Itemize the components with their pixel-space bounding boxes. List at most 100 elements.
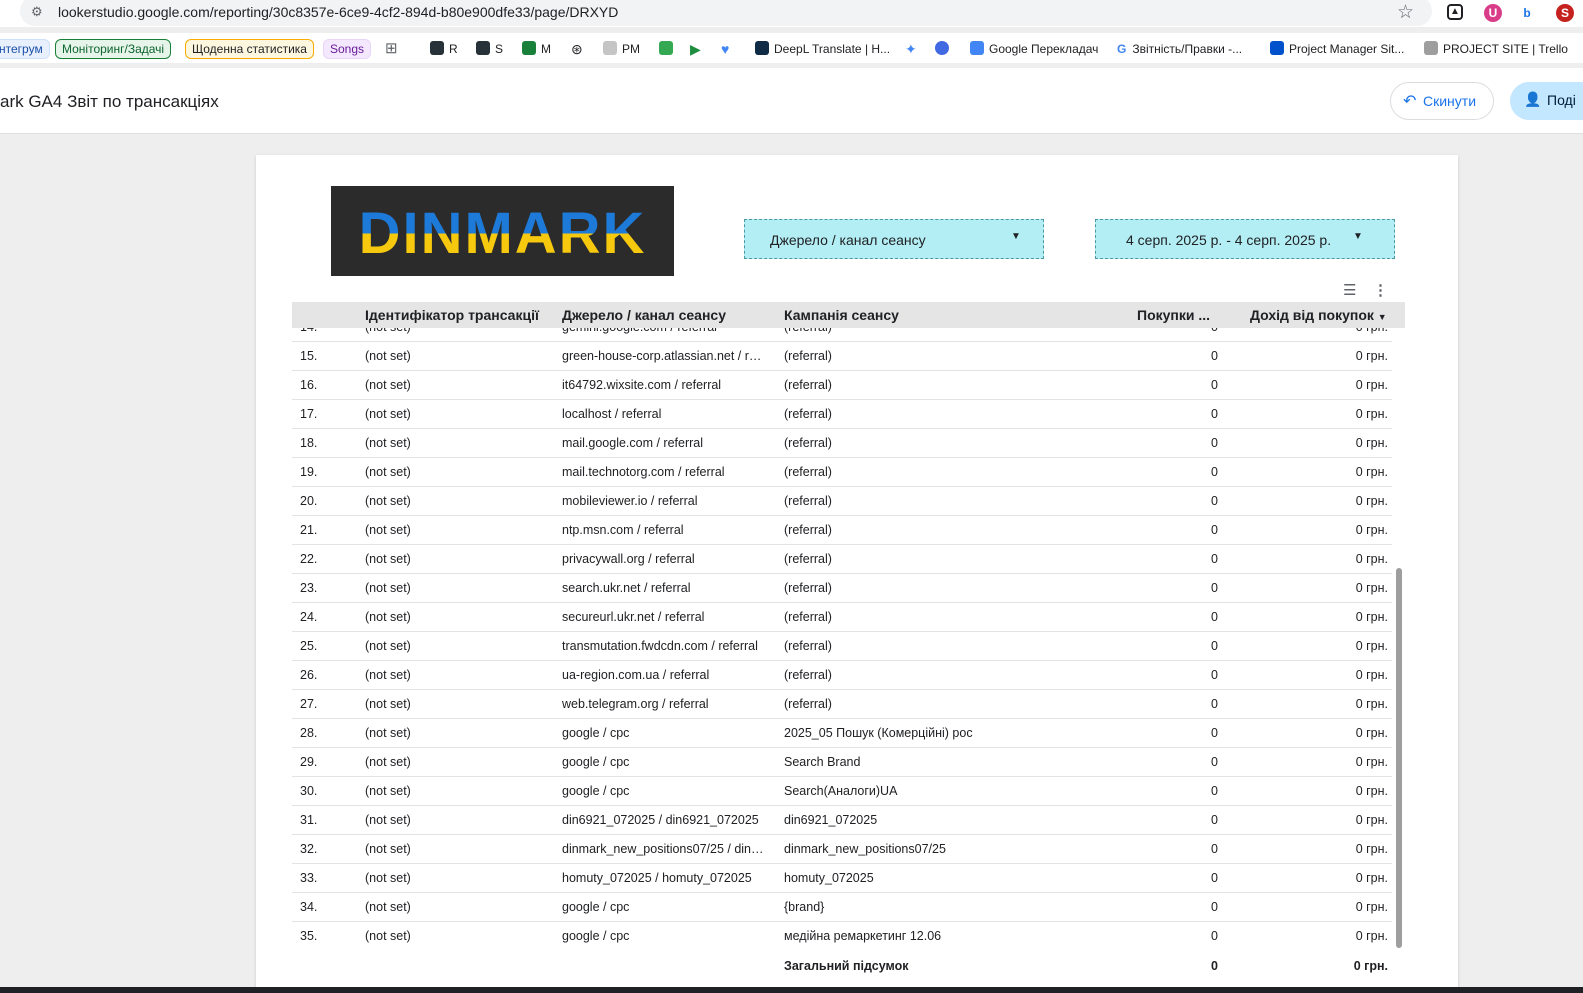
play-bookmark-icon[interactable]: ▶ [690,41,701,57]
table-row[interactable]: 17. (not set) localhost / referral (referra… [292,400,1392,429]
column-header-purchases[interactable]: Покупки ... [1137,307,1211,323]
report-title[interactable]: ark GA4 Звіт по трансакціях [0,92,219,111]
reset-button[interactable]: ↶ Скинути [1390,82,1494,120]
table-row[interactable]: 31. (not set) din6921_072025 / din6921_072… [292,806,1392,835]
row-index: 18. [300,436,318,450]
campaign-cell: медійна ремаркетинг 12.06 [784,929,942,943]
table-row[interactable]: 18. (not set) mail.google.com / referral (r… [292,429,1392,458]
url-text[interactable]: lookerstudio.google.com/reporting/30c835… [58,4,619,20]
bookmark-tag-daily-stats[interactable]: Щоденна статистика [185,39,314,59]
share-button[interactable]: 👤 Поді [1510,82,1583,120]
bookmark-reports[interactable]: G Звітність/Правки -... [1117,39,1242,59]
table-row[interactable]: 29. (not set) google / cpc Search Brand 0 0 г… [292,748,1392,777]
row-index: 21. [300,523,318,537]
table-row[interactable]: 21. (not set) ntp.msn.com / referral (refer… [292,516,1392,545]
campaign-cell: (referral) [784,697,832,711]
bookmark-deepl[interactable]: DeepL Translate | H... [755,39,890,59]
filter-icon[interactable]: ☰ [1343,282,1357,299]
table-row[interactable]: 23. (not set) search.ukr.net / referral (re… [292,574,1392,603]
profile-extension-icon[interactable]: S [1556,4,1574,22]
table-row[interactable]: 24. (not set) secureurl.ukr.net / referral… [292,603,1392,632]
sort-desc-icon: ▼ [1377,312,1387,322]
column-header-campaign[interactable]: Кампанія сеансу [784,307,899,323]
bookmark-r[interactable]: R [430,39,458,59]
source-cell: dinmark_new_positions07/25 / dinm... [562,842,767,856]
totals-row: Загальний підсумок 0 0 грн. [292,952,1392,978]
apps-grid-icon[interactable]: ⊞ [385,40,398,57]
bookmark-tag-integrum[interactable]: нтегрум [0,39,50,59]
table-row[interactable]: 22. (not set) privacywall.org / referral (r… [292,545,1392,574]
more-options-icon[interactable]: ⋮ [1373,282,1388,299]
source-filter-dropdown[interactable]: Джерело / канал сеансу ▼ [744,219,1044,259]
shield-extension-icon[interactable]: U [1484,4,1502,22]
purchases-cell: 0 [1211,842,1218,856]
bookmark-project-manager[interactable]: Project Manager Sit... [1270,39,1404,59]
transaction-id-cell: (not set) [365,755,411,769]
table-row[interactable]: 28. (not set) google / cpc 2025_05 Пошук (К… [292,719,1392,748]
row-index: 26. [300,668,318,682]
revenue-cell: 0 грн. [1355,610,1388,624]
table-row[interactable]: 30. (not set) google / cpc Search(Аналоги)U… [292,777,1392,806]
heart-bookmark-icon[interactable]: ♥ [721,41,730,57]
bookmark-green-icon[interactable] [659,39,678,59]
bookmark-favicon-icon [1424,41,1438,55]
taskbar-strip [0,987,1583,993]
bookmark-star-icon[interactable]: ☆ [1397,2,1415,23]
bookmark-favicon-icon [659,41,673,55]
column-header-revenue[interactable]: Дохід від покупок ▼ [1250,307,1387,323]
table-row[interactable]: 27. (not set) web.telegram.org / referral (… [292,690,1392,719]
google-icon: G [1117,42,1127,56]
transaction-id-cell: (not set) [365,328,545,334]
bookmark-google-translate[interactable]: Google Перекладач [970,39,1098,59]
trello-icon [1270,41,1284,55]
image-extension-icon[interactable]: ▲ [1447,4,1463,20]
table-row[interactable]: 19. (not set) mail.technotorg.com / referr… [292,458,1392,487]
row-index: 27. [300,697,318,711]
column-header-transaction-id[interactable]: Ідентифікатор трансакції [365,307,539,323]
table-row[interactable]: 20. (not set) mobileviewer.io / referral (r… [292,487,1392,516]
table-row[interactable]: 32. (not set) dinmark_new_positions07/25 /… [292,835,1392,864]
table-row[interactable]: 25. (not set) transmutation.fwdcdn.com / r… [292,632,1392,661]
transaction-id-cell: (not set) [365,465,411,479]
url-field[interactable] [20,0,1432,26]
bookmarks-bar: нтегрум Моніторинг/Задачі Щоденна статис… [0,33,1583,63]
bookmark-label: M [541,42,551,56]
bookmark-m[interactable]: M [522,39,551,59]
revenue-cell: 0 грн. [1355,407,1388,421]
date-range-picker[interactable]: 4 серп. 2025 р. - 4 серп. 2025 р. ▼ [1095,219,1395,259]
bookmark-s[interactable]: S [476,39,503,59]
site-settings-icon[interactable]: ⚙ [31,4,43,19]
purchases-cell: 0 [1211,581,1218,595]
table-row[interactable]: 33. (not set) homuty_072025 / homuty_07202… [292,864,1392,893]
source-cell: it64792.wixsite.com / referral [562,378,722,392]
bookmark-tag-songs[interactable]: Songs [323,39,372,59]
purchases-cell: 0 [1211,378,1218,392]
transaction-id-cell: (not set) [365,813,411,827]
column-header-source[interactable]: Джерело / канал сеансу [562,307,726,323]
chatgpt-bookmark-icon[interactable]: ⊛ [571,41,583,57]
revenue-cell: 0 грн. [1355,813,1388,827]
revenue-cell: 0 грн. [1355,755,1388,769]
bookmark-blue-icon[interactable] [935,39,954,59]
table-row[interactable]: 14. (not set) gemini.google.com / referral… [292,328,1392,342]
source-cell: green-house-corp.atlassian.net / refe... [562,349,767,363]
b-extension-icon[interactable]: b [1523,6,1531,20]
report-canvas: DINMARK Джерело / канал сеансу ▼ 4 серп.… [256,155,1458,993]
table-body[interactable]: 14. (not set) gemini.google.com / referral… [292,328,1392,949]
source-filter-label: Джерело / канал сеансу [770,232,926,248]
campaign-cell: Search(Аналоги)UA [784,784,898,798]
gemini-bookmark-icon[interactable]: ✦ [905,41,917,57]
revenue-cell: 0 грн. [1355,581,1388,595]
bookmark-pm[interactable]: PM [603,39,640,59]
bookmark-project-site[interactable]: PROJECT SITE | Trello [1424,39,1568,59]
table-row[interactable]: 35. (not set) google / cpc медійна ремаркет… [292,922,1392,949]
bookmark-tag-monitoring[interactable]: Моніторинг/Задачі [55,39,172,59]
table-row[interactable]: 26. (not set) ua-region.com.ua / referral (… [292,661,1392,690]
row-index: 22. [300,552,318,566]
table-row[interactable]: 15. (not set) green-house-corp.atlassian.n… [292,342,1392,371]
purchases-cell: 0 [1211,523,1218,537]
table-row[interactable]: 34. (not set) google / cpc {brand} 0 0 грн. [292,893,1392,922]
table-scrollbar[interactable] [1396,568,1402,948]
row-index: 20. [300,494,318,508]
table-row[interactable]: 16. (not set) it64792.wixsite.com / referr… [292,371,1392,400]
